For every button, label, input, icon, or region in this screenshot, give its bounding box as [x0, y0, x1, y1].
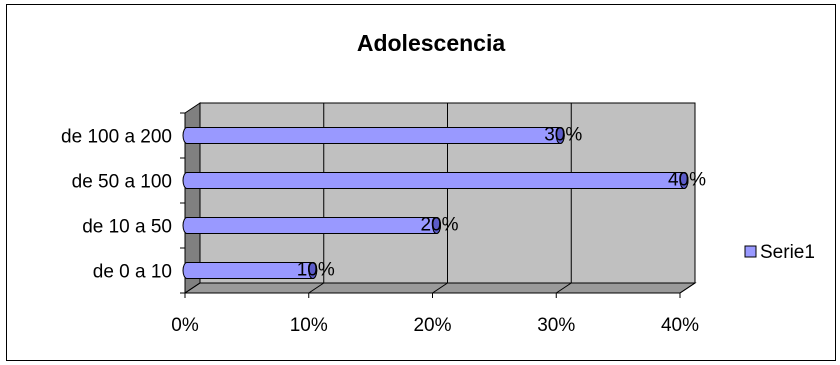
bars	[182, 127, 689, 279]
bar-cap	[555, 127, 565, 144]
data-label: 10%	[297, 260, 335, 281]
category-label: de 50 a 100	[72, 172, 172, 193]
floor-gridline	[308, 282, 325, 294]
floor-gridline	[555, 282, 572, 294]
floor-gridline	[679, 282, 696, 294]
x-tick-label: 10%	[290, 315, 328, 336]
data-labels: 10% 20% 40% 30%	[297, 125, 706, 281]
data-label: 30%	[544, 125, 582, 146]
chart-title: Adolescencia	[357, 30, 505, 56]
x-tick-labels: 0% 10% 20% 30% 40%	[171, 315, 699, 336]
plot-area	[180, 102, 697, 298]
category-label: de 100 a 200	[61, 127, 172, 148]
bar	[182, 172, 689, 189]
data-label: 20%	[420, 215, 458, 236]
bar	[182, 262, 318, 279]
x-tick-label: 40%	[661, 315, 699, 336]
bar-body	[182, 217, 441, 234]
bar-cap	[432, 217, 441, 234]
bar-body	[182, 172, 689, 189]
category-label: de 10 a 50	[82, 217, 172, 238]
bar-body	[182, 127, 565, 144]
legend-swatch	[744, 245, 757, 258]
bar-cap	[308, 262, 318, 279]
data-label: 40%	[668, 170, 706, 191]
x-tick-label: 20%	[413, 315, 451, 336]
floor-gridline	[184, 282, 201, 294]
bar-cap	[679, 172, 689, 189]
category-label: de 0 a 10	[93, 262, 172, 283]
bar	[182, 217, 441, 234]
x-tick-label: 0%	[171, 315, 199, 336]
legend: Serie1	[744, 242, 815, 263]
floor-gridline	[432, 282, 448, 294]
bar	[182, 127, 565, 144]
legend-label: Serie1	[760, 242, 815, 263]
x-tick-label: 30%	[537, 315, 575, 336]
category-labels: de 0 a 10 de 10 a 50 de 50 a 100 de 100 a 2…	[61, 127, 172, 283]
